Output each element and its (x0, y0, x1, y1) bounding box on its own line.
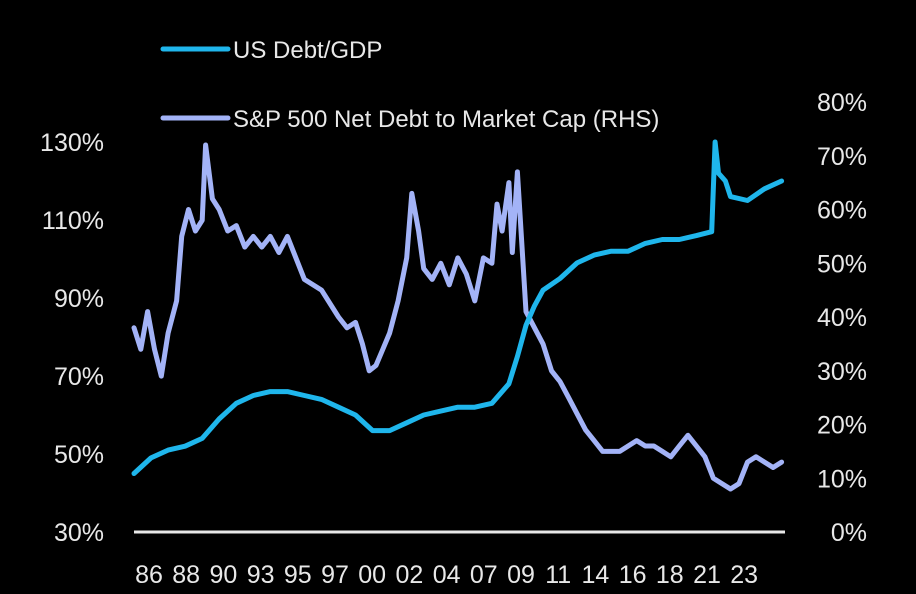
left-tick-label: 30% (54, 519, 104, 547)
x-tick-label: 18 (656, 561, 684, 589)
series-line-us-debt-gdp (131, 139, 785, 476)
x-tick-label: 00 (358, 561, 386, 589)
legend-item-us-debt-gdp: US Debt/GDP (160, 37, 382, 64)
x-axis-ticks: 86 88 90 93 95 97 00 02 04 07 09 11 14 16 18 21 23 (135, 561, 758, 589)
right-tick-label: 30% (817, 358, 867, 386)
left-tick-label: 50% (54, 441, 104, 469)
left-axis-ticks: 30% 50% 70% 90% 110% 130% (40, 129, 104, 547)
left-tick-label: 90% (54, 285, 104, 313)
series-line-sp500-net-debt (131, 142, 785, 492)
right-axis-ticks: 0% 10% 20% 30% 40% 50% 60% 70% 80% (817, 89, 867, 547)
legend-label-us-debt-gdp: US Debt/GDP (233, 37, 382, 64)
left-tick-label: 70% (54, 363, 104, 391)
right-tick-label: 10% (817, 465, 867, 493)
x-tick-label: 11 (545, 561, 571, 589)
right-tick-label: 70% (817, 143, 867, 171)
x-tick-label: 21 (693, 561, 721, 589)
legend-label-sp500-net-debt: S&P 500 Net Debt to Market Cap (RHS) (233, 106, 659, 133)
right-tick-label: 50% (817, 250, 867, 278)
x-tick-label: 14 (581, 561, 609, 589)
legend: US Debt/GDP S&P 500 Net Debt to Market C… (160, 37, 659, 133)
x-tick-label: 02 (395, 561, 423, 589)
right-tick-label: 40% (817, 304, 867, 332)
left-tick-label: 110% (42, 207, 104, 235)
legend-item-sp500-net-debt: S&P 500 Net Debt to Market Cap (RHS) (160, 106, 659, 133)
x-tick-label: 09 (507, 561, 535, 589)
x-tick-label: 97 (321, 561, 349, 589)
right-tick-label: 80% (817, 89, 867, 117)
series-lines (131, 139, 785, 492)
x-tick-label: 90 (209, 561, 237, 589)
x-tick-label: 16 (619, 561, 647, 589)
right-tick-label: 0% (831, 519, 867, 547)
x-tick-label: 23 (730, 561, 758, 589)
x-tick-label: 86 (135, 561, 163, 589)
right-tick-label: 60% (817, 197, 867, 225)
x-tick-label: 04 (433, 561, 461, 589)
right-tick-label: 20% (817, 412, 867, 440)
x-tick-label: 93 (247, 561, 275, 589)
x-tick-label: 95 (284, 561, 312, 589)
x-tick-label: 07 (470, 561, 498, 589)
left-tick-label: 130% (40, 129, 104, 157)
x-tick-label: 88 (172, 561, 200, 589)
